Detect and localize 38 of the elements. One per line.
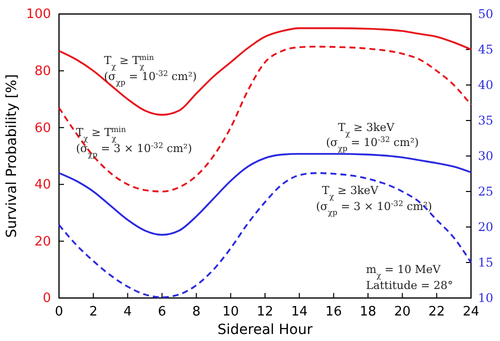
y-tick-label: 40 [34,178,51,193]
y2-tick-label: 35 [478,113,494,128]
y-tick-label: 100 [26,7,51,22]
x-tick-label: 20 [394,304,411,320]
y2-tick-label: 50 [478,6,494,21]
annotation: T$_{χ}$ ≥ 3keV [322,184,380,200]
y2-tick-label: 10 [478,290,494,305]
y2-tick-label: 25 [478,184,494,198]
y-tick-label: 0 [42,291,51,306]
annotation: m$_{χ}$ = 10 MeV [366,263,442,280]
y2-tick-label: 15 [478,255,494,270]
y-tick-label: 60 [34,120,51,136]
annotation: T$_{χ}$ ≥ 3keV [338,121,396,138]
x-tick-label: 22 [428,304,445,320]
x-tick-label: 0 [54,304,64,320]
y-axis-title: Survival Probability [%] [4,74,20,238]
x-tick-label: 4 [124,304,132,320]
line-series [58,172,472,298]
line-series [58,27,472,116]
line-series [58,46,472,192]
y2-tick-label: 20 [478,220,494,234]
y2-tick-label: 30 [478,148,494,163]
x-tick-label: 6 [158,304,166,320]
x-tick-label: 8 [192,304,200,320]
y2-tick-label: 45 [478,42,494,56]
x-tick-label: 2 [89,304,98,320]
x-tick-label: 10 [222,304,239,320]
x-tick-label: 18 [360,304,376,320]
y-tick-label: 80 [34,64,51,79]
x-tick-label: 24 [462,304,480,320]
y2-tick-label: 40 [478,78,494,92]
x-tick-label: 14 [291,304,308,320]
annotation: Lattitude = 28° [366,279,453,292]
x-tick-label: 12 [256,304,274,320]
line-series [58,152,472,236]
x-axis-title: Sidereal Hour [218,322,313,338]
y-tick-label: 20 [34,234,51,250]
x-tick-label: 16 [325,304,342,320]
